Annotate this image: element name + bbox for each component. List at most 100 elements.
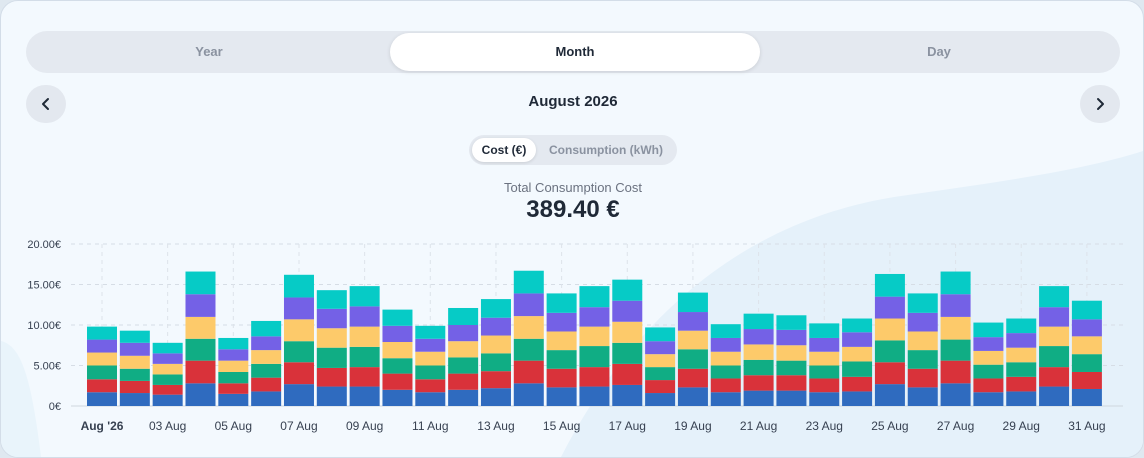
bar-segment	[316, 328, 347, 348]
bar-segment	[152, 374, 183, 385]
x-tick-label: 19 Aug	[674, 419, 711, 433]
bar-segment	[349, 306, 380, 327]
tab-month[interactable]: Month	[390, 33, 760, 71]
x-tick-label: 21 Aug	[740, 419, 777, 433]
bar-segment	[415, 392, 446, 406]
bar-segment	[119, 342, 150, 356]
bar-segment	[1039, 386, 1070, 406]
bar-segment	[776, 329, 807, 346]
bar-segment	[677, 330, 708, 350]
bar-segment	[283, 384, 314, 406]
bar-segment	[645, 327, 676, 342]
bar-segment	[940, 360, 971, 384]
previous-month-button[interactable]	[26, 85, 66, 123]
period-title: August 2026	[528, 93, 618, 110]
bar-segment	[1071, 319, 1102, 337]
bar-segment	[776, 390, 807, 406]
bar-segment	[152, 394, 183, 406]
bar-segment	[251, 336, 282, 351]
x-tick-label: 11 Aug	[412, 419, 448, 433]
bar-segment	[382, 358, 413, 374]
bar-segment	[513, 338, 544, 361]
bar-segment	[119, 368, 150, 381]
bar-segment	[480, 299, 511, 318]
bar-segment	[283, 319, 314, 342]
bar-segment	[546, 350, 577, 369]
bar-segment	[218, 337, 249, 350]
bar-segment	[612, 384, 643, 406]
bar-segment	[349, 286, 380, 307]
bar-segment	[448, 389, 479, 406]
bar-segment	[513, 316, 544, 339]
bar-segment	[283, 341, 314, 363]
bar-segment	[283, 297, 314, 320]
x-tick-label: 15 Aug	[543, 419, 580, 433]
bar-segment	[87, 352, 117, 366]
bar-segment	[316, 290, 347, 309]
bar-segment	[973, 378, 1004, 393]
bar-segment	[809, 337, 840, 352]
bar-segment	[1071, 371, 1102, 389]
bar-segment	[480, 371, 511, 389]
bar-segment	[218, 383, 249, 394]
x-tick-label: 23 Aug	[806, 419, 843, 433]
bar-segment	[480, 388, 511, 406]
next-month-button[interactable]	[1080, 85, 1120, 123]
bar-segment	[907, 293, 938, 313]
bar-segment	[119, 330, 150, 343]
y-tick-label: 0€	[49, 401, 61, 413]
bar-segment	[645, 380, 676, 394]
bar-segment	[218, 349, 249, 361]
bar-segment	[87, 379, 117, 393]
x-tick-label: Aug '26	[81, 419, 124, 433]
bar-segment	[776, 315, 807, 330]
bar-segment	[480, 335, 511, 354]
bar-segment	[1071, 300, 1102, 320]
x-tick-label: 25 Aug	[871, 419, 908, 433]
bar-segment	[612, 300, 643, 322]
bar-segment	[677, 387, 708, 406]
toggle-consumption[interactable]: Consumption (kWh)	[549, 143, 663, 157]
bar-segment	[480, 353, 511, 372]
bar-segment	[579, 346, 610, 368]
bar-segment	[415, 379, 446, 393]
bar-segment	[645, 393, 676, 406]
bar-segment	[448, 325, 479, 342]
bar-segment	[316, 347, 347, 368]
bar-segment	[907, 368, 938, 388]
bar-segment	[743, 329, 774, 345]
bar-segment	[1006, 347, 1037, 363]
y-tick-label: 10.00€	[27, 320, 61, 332]
x-tick-label: 13 Aug	[477, 419, 514, 433]
x-tick-label: 05 Aug	[215, 419, 252, 433]
bar-segment	[316, 367, 347, 387]
bar-segment	[251, 391, 282, 406]
bar-segment	[251, 377, 282, 392]
bar-segment	[579, 326, 610, 347]
bar-segment	[316, 386, 347, 406]
bar-segment	[710, 392, 741, 406]
bar-segment	[874, 362, 905, 385]
total-value: 389.40 €	[526, 196, 620, 223]
tab-year[interactable]: Year	[195, 44, 223, 59]
bar-segment	[677, 292, 708, 313]
bar-segment	[645, 341, 676, 355]
bar-segment	[579, 386, 610, 406]
bar-segment	[513, 270, 544, 294]
x-tick-label: 03 Aug	[149, 419, 186, 433]
toggle-cost[interactable]: Cost (€)	[472, 138, 536, 162]
bar-segment	[940, 383, 971, 406]
bar-segment	[251, 363, 282, 378]
y-tick-label: 20.00€	[27, 239, 61, 251]
period-selector: Year Month Day	[26, 31, 1120, 73]
bar-segment	[579, 286, 610, 308]
bar-segment	[842, 346, 873, 362]
bar-segment	[842, 391, 873, 406]
bar-segment	[579, 307, 610, 327]
y-tick-label: 5.00€	[33, 361, 61, 373]
x-tick-label: 29 Aug	[1003, 419, 1040, 433]
bar-segment	[349, 367, 380, 387]
tab-day[interactable]: Day	[927, 44, 951, 59]
bar-segment	[546, 293, 577, 313]
